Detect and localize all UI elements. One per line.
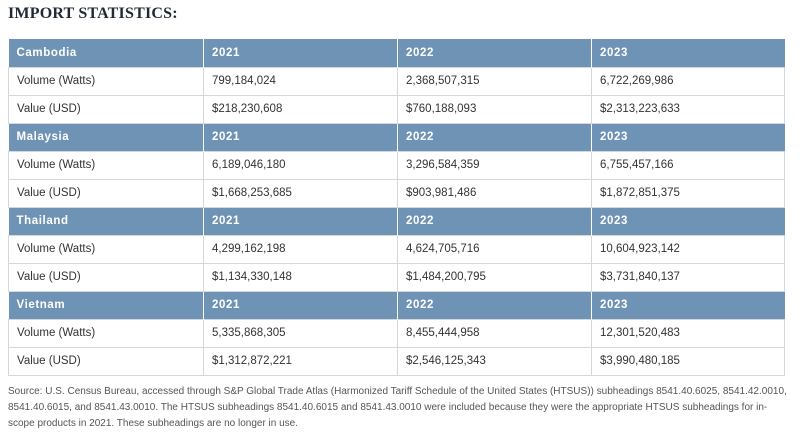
- table-cell-value: 6,189,046,180: [203, 150, 398, 180]
- table-cell-value: 8,455,444,958: [397, 318, 592, 348]
- table-cell-value: $3,990,480,185: [591, 346, 785, 376]
- year-header: 2021: [203, 123, 398, 151]
- table-cell-value: 6,755,457,166: [591, 150, 785, 180]
- row-label: Value (USD): [8, 346, 204, 376]
- table-cell-value: 5,335,868,305: [203, 318, 398, 348]
- country-name: Thailand: [8, 207, 204, 235]
- table-row: Volume (Watts) 4,299,162,198 4,624,705,716…: [8, 234, 785, 264]
- year-header: 2023: [591, 291, 785, 319]
- table-body: Cambodia 2021 2022 2023 Volume (Watts) 799,18…: [8, 39, 785, 376]
- table-cell-value: $2,546,125,343: [397, 346, 592, 376]
- year-header: 2022: [397, 207, 592, 235]
- table-cell-value: $1,668,253,685: [203, 178, 398, 208]
- year-header: 2021: [203, 207, 398, 235]
- table-cell-value: $1,872,851,375: [591, 178, 785, 208]
- country-name: Malaysia: [8, 123, 204, 151]
- row-label: Volume (Watts): [8, 318, 204, 348]
- row-label: Volume (Watts): [8, 234, 204, 264]
- row-label: Volume (Watts): [8, 66, 204, 96]
- country-header-row-vietnam: Vietnam 2021 2022 2023: [8, 291, 785, 319]
- table-cell-value: $2,313,223,633: [591, 94, 785, 124]
- table-row: Volume (Watts) 6,189,046,180 3,296,584,359…: [8, 150, 785, 180]
- import-statistics-table: Cambodia 2021 2022 2023 Volume (Watts) 799,18…: [8, 39, 785, 376]
- page-title: IMPORT STATISTICS:: [8, 5, 178, 22]
- table-row: Value (USD) $1,134,330,148 $1,484,200,795 $…: [8, 262, 785, 292]
- table-cell-value: $3,731,840,137: [591, 262, 785, 292]
- table-cell-value: $218,230,608: [203, 94, 398, 124]
- year-header: 2022: [397, 39, 592, 67]
- table-cell-value: 2,368,507,315: [397, 66, 592, 96]
- row-label: Volume (Watts): [8, 150, 204, 180]
- country-name: Vietnam: [8, 291, 204, 319]
- table-cell-value: $1,312,872,221: [203, 346, 398, 376]
- row-label: Value (USD): [8, 178, 204, 208]
- table-cell-value: 10,604,923,142: [591, 234, 785, 264]
- year-header: 2022: [397, 123, 592, 151]
- row-label: Value (USD): [8, 262, 204, 292]
- year-header: 2023: [591, 123, 785, 151]
- table-cell-value: $1,484,200,795: [397, 262, 592, 292]
- year-header: 2023: [591, 207, 785, 235]
- table-cell-value: 4,624,705,716: [397, 234, 592, 264]
- table-row: Value (USD) $218,230,608 $760,188,093 $2,31…: [8, 94, 785, 124]
- table-row: Volume (Watts) 5,335,868,305 8,455,444,958…: [8, 318, 785, 348]
- year-header: 2021: [203, 39, 398, 67]
- country-header-row-cambodia: Cambodia 2021 2022 2023: [8, 39, 785, 67]
- year-header: 2023: [591, 39, 785, 67]
- row-label: Value (USD): [8, 94, 204, 124]
- table-row: Value (USD) $1,668,253,685 $903,981,486 $1,…: [8, 178, 785, 208]
- table-cell-value: $760,188,093: [397, 94, 592, 124]
- table-cell-value: 4,299,162,198: [203, 234, 398, 264]
- table-cell-value: $903,981,486: [397, 178, 592, 208]
- table-cell-value: 799,184,024: [203, 66, 398, 96]
- table-row: Value (USD) $1,312,872,221 $2,546,125,343 $…: [8, 346, 785, 376]
- year-header: 2021: [203, 291, 398, 319]
- country-header-row-malaysia: Malaysia 2021 2022 2023: [8, 123, 785, 151]
- source-note: Source: U.S. Census Bureau, accessed thr…: [8, 386, 787, 429]
- country-header-row-thailand: Thailand 2021 2022 2023: [8, 207, 785, 235]
- country-name: Cambodia: [8, 39, 204, 67]
- table-row: Volume (Watts) 799,184,024 2,368,507,315 6,…: [8, 66, 785, 96]
- table-cell-value: 3,296,584,359: [397, 150, 592, 180]
- table-cell-value: 12,301,520,483: [591, 318, 785, 348]
- year-header: 2022: [397, 291, 592, 319]
- table-cell-value: $1,134,330,148: [203, 262, 398, 292]
- table-cell-value: 6,722,269,986: [591, 66, 785, 96]
